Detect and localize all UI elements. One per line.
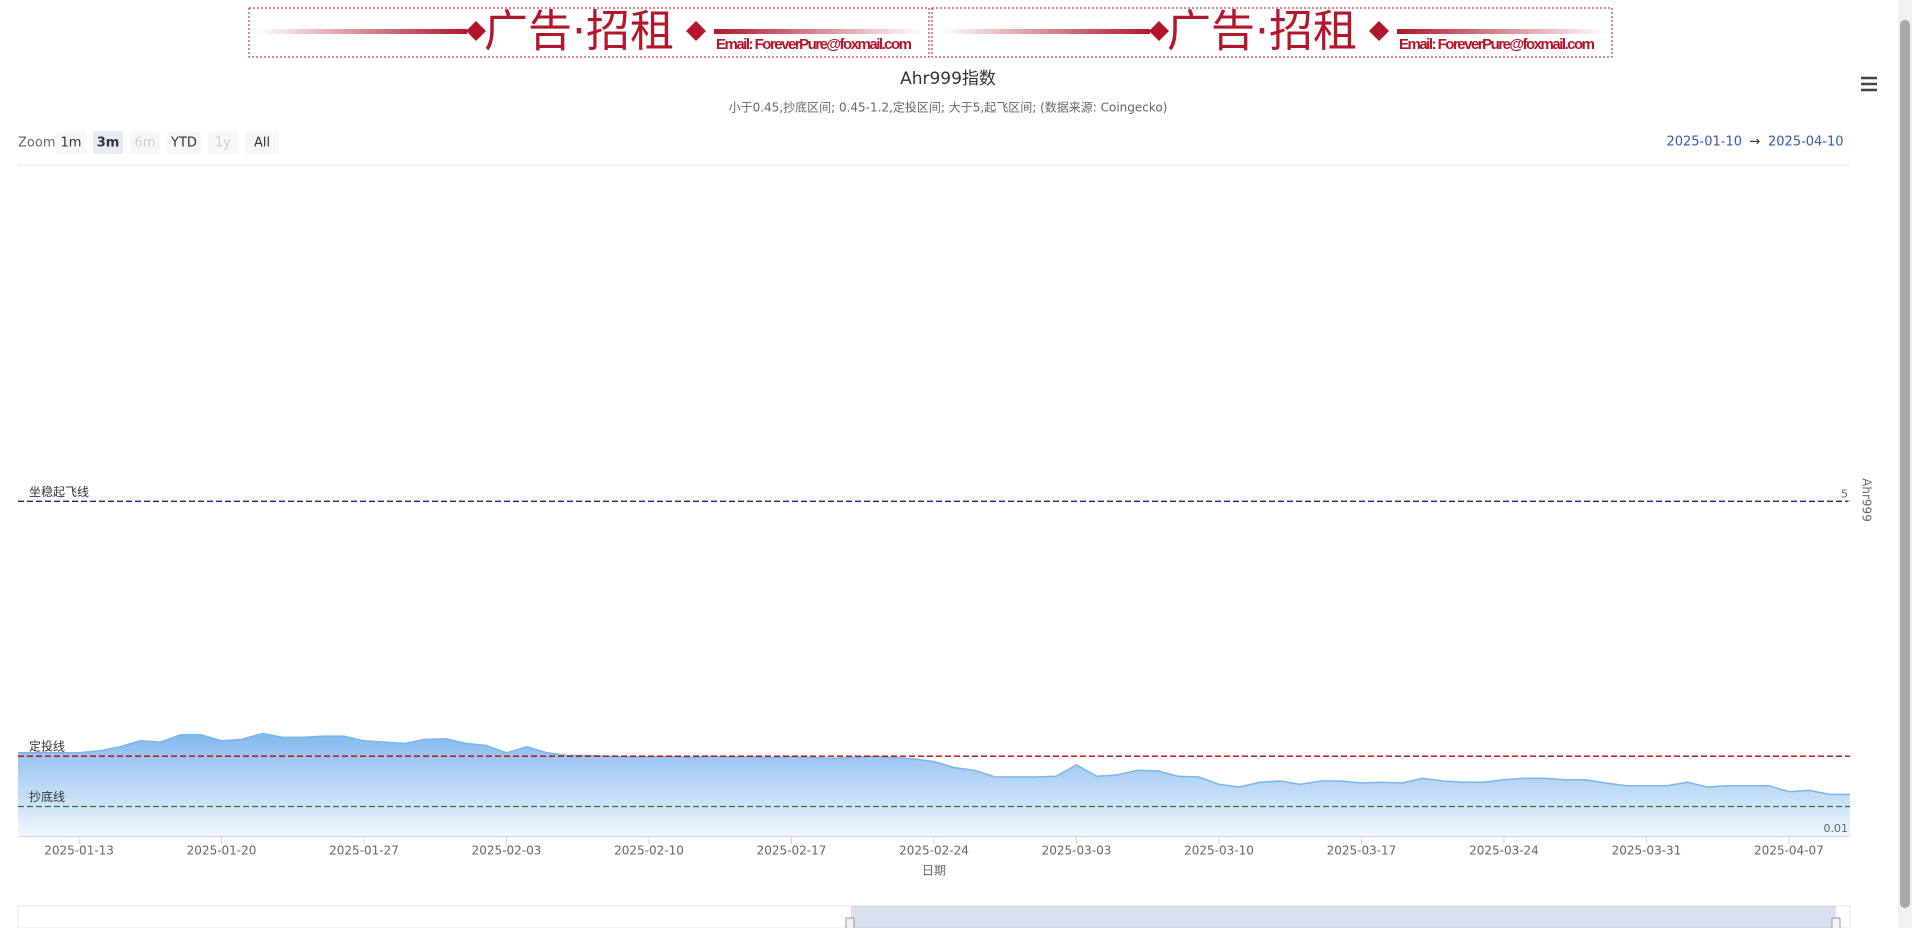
- navigator[interactable]: [17, 905, 1851, 928]
- ad-diamond: [1149, 21, 1169, 41]
- zoom-button-label: 3m: [97, 136, 120, 151]
- ad-email: Email: ForeverPure@foxmail.com: [1399, 36, 1595, 53]
- plot-line-label: 定投线: [29, 739, 65, 754]
- y-axis-title: Ahr999: [1860, 478, 1874, 522]
- zoom-button[interactable]: [245, 131, 279, 154]
- range-selector: Zoom 1m 3m 6m YTD 1y All 2025-01-10 → 2025-04-10: [18, 131, 1844, 154]
- zoom-button: [130, 131, 160, 154]
- chart-title: Ahr999指数: [900, 69, 996, 89]
- x-tick-label: 2025-03-31: [1612, 844, 1682, 858]
- chart-subtitle: 小于0.45,抄底区间; 0.45-1.2,定投区间; 大于5,起飞区间; (数…: [729, 100, 1168, 115]
- x-tick-label: 2025-03-03: [1042, 844, 1112, 858]
- zoom-button[interactable]: [56, 131, 86, 154]
- ad-diamond: [1369, 21, 1389, 41]
- zoom-button[interactable]: [167, 131, 201, 154]
- menu-button[interactable]: [1858, 74, 1880, 94]
- scrollbar-thumb[interactable]: [1900, 20, 1910, 908]
- ad-diamond: [686, 21, 706, 41]
- ad-headline: 广告·招租: [484, 6, 674, 57]
- ad-bar: [714, 29, 924, 34]
- zoom-button-label: 1m: [61, 136, 82, 151]
- ad-email: Email: ForeverPure@foxmail.com: [716, 36, 912, 53]
- x-tick-label: 2025-02-24: [899, 844, 969, 858]
- x-tick-label: 2025-03-17: [1327, 844, 1397, 858]
- zoom-button-label: 1y: [215, 136, 231, 151]
- x-tick-label: 2025-02-17: [757, 844, 827, 858]
- range-to[interactable]: 2025-04-10: [1768, 135, 1844, 150]
- x-axis-title: 日期: [922, 864, 946, 878]
- plot-line-label: 抄底线: [29, 789, 65, 804]
- x-tick-label: 2025-03-10: [1184, 844, 1254, 858]
- plot-line-label: 坐稳起飞线: [29, 484, 89, 499]
- x-tick-label: 2025-02-03: [472, 844, 542, 858]
- zoom-button[interactable]: [93, 131, 123, 154]
- zoom-button-label: 6m: [135, 136, 156, 151]
- area-fill: [18, 733, 1850, 836]
- x-tick-label: 2025-01-13: [44, 844, 114, 858]
- ad-bar: [1397, 29, 1607, 34]
- x-tick-label: 2025-03-24: [1469, 844, 1539, 858]
- zoom-button-label: YTD: [170, 136, 197, 151]
- x-tick-label: 2025-01-27: [329, 844, 399, 858]
- zoom-button: [208, 131, 238, 154]
- ad-bar: [257, 29, 467, 34]
- ad-headline: 广告·招租: [1167, 6, 1357, 57]
- zoom-button-label: All: [254, 136, 270, 151]
- y-tick-label: 5: [1841, 487, 1848, 500]
- range-from[interactable]: 2025-01-10: [1666, 135, 1742, 150]
- zoom-label: Zoom: [18, 136, 55, 151]
- y-tick-label: 0.01: [1824, 822, 1849, 835]
- x-tick-label: 2025-01-20: [187, 844, 257, 858]
- ad-banner[interactable]: 广告·招租 Email: ForeverPure@foxmail.com 广告·招租…: [248, 6, 1613, 58]
- ad-diamond: [466, 21, 486, 41]
- x-tick-label: 2025-02-10: [614, 844, 684, 858]
- ad-bar: [940, 29, 1150, 34]
- range-separator: →: [1750, 135, 1761, 150]
- area-line: [18, 732, 1850, 796]
- x-tick-label: 2025-04-07: [1754, 844, 1824, 858]
